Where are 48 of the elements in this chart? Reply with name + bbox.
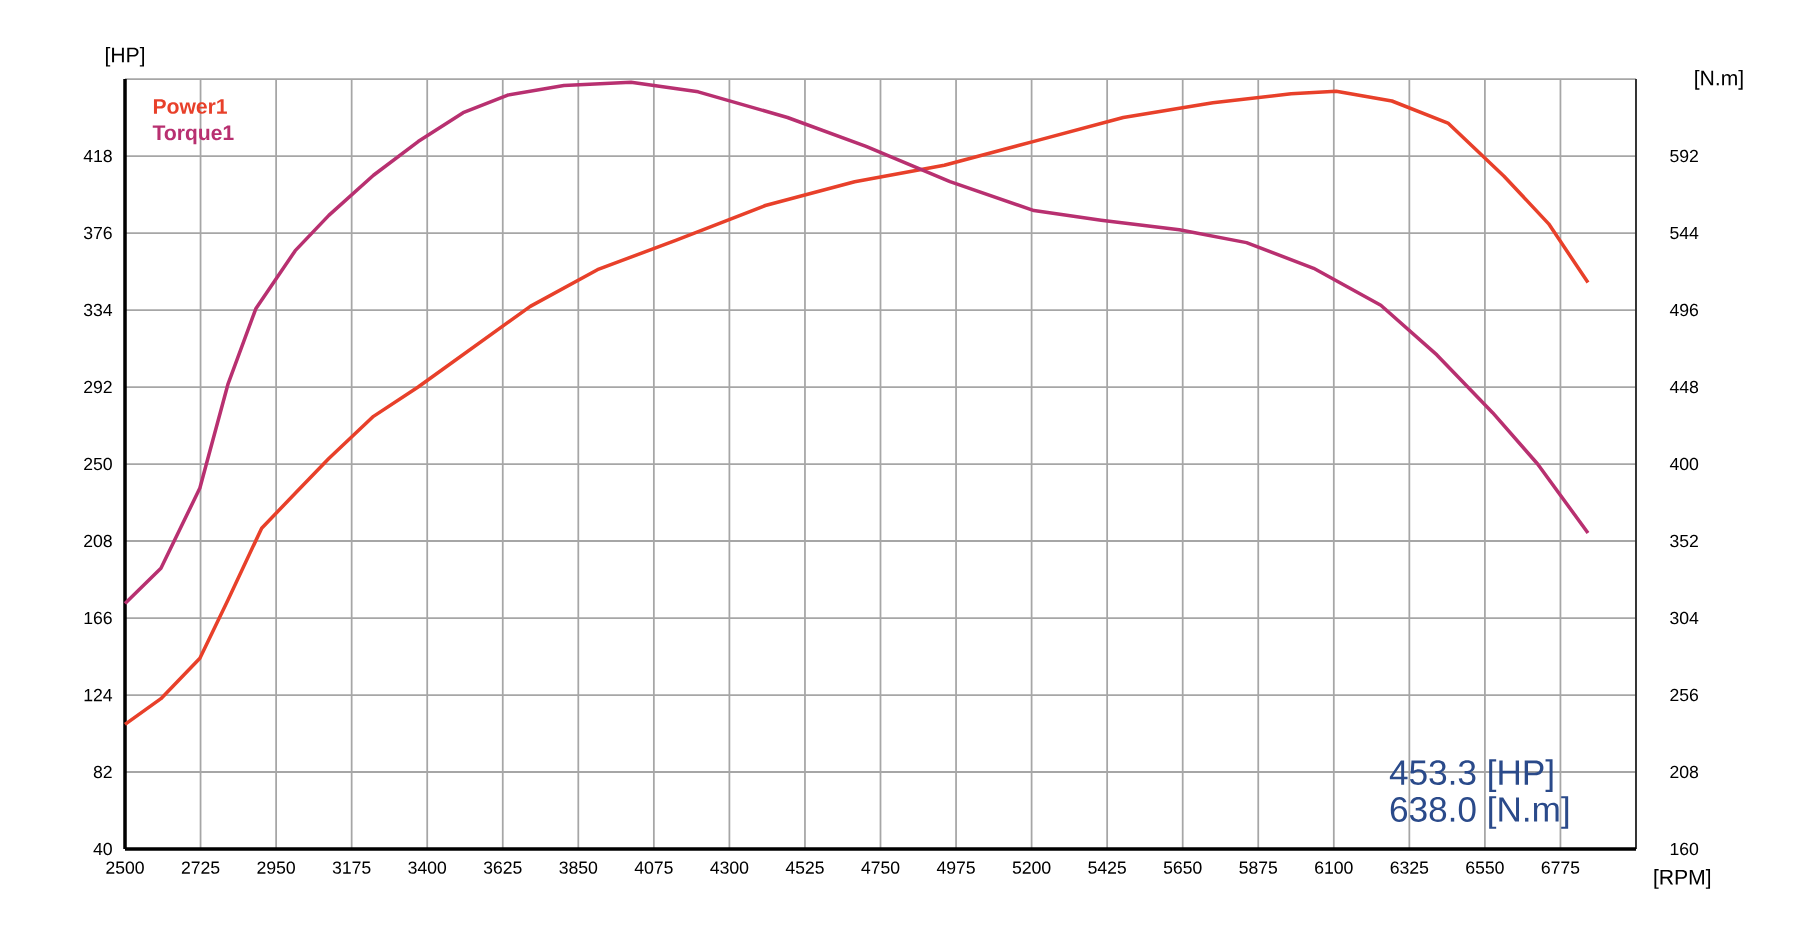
text: Power1 [153, 99, 227, 114]
y-tick-label: 250 [84, 457, 112, 471]
y-tick-label: 124 [84, 688, 113, 702]
x-tick-label: 4300 [710, 861, 749, 874]
x-tick-label: 5875 [1239, 861, 1278, 874]
x-tick-label: 6550 [1466, 861, 1504, 874]
x-tick-label: 5200 [1012, 861, 1051, 874]
y-tick-label: 40 [93, 842, 112, 856]
annotation: 638.0 [N.m] [1390, 796, 1569, 829]
y-tick-label: 208 [84, 534, 112, 548]
x-tick-label: 6100 [1315, 861, 1353, 874]
x-tick-label: 5425 [1088, 861, 1126, 874]
x-tick-label: 3400 [408, 861, 447, 874]
y2-tick-label: 448 [1669, 380, 1699, 394]
text: Torque1 [152, 125, 234, 145]
y-tick-label: 376 [83, 226, 112, 240]
y2-tick-label: 256 [1670, 688, 1699, 702]
x-tick-label: 4975 [936, 861, 975, 874]
y2-axis-title: [N.m] [1695, 69, 1743, 90]
y-tick-label: 166 [84, 611, 112, 625]
line-series [123, 80, 1590, 606]
y-axis-title: [HP] [105, 46, 145, 67]
x-tick-label: 6325 [1390, 861, 1429, 874]
x-tick-label: 5650 [1163, 861, 1202, 874]
y-tick-label: 82 [93, 765, 112, 779]
x-tick-label: 6775 [1541, 861, 1580, 874]
x-tick-label: 4750 [861, 861, 900, 874]
y2-tick-label: 304 [1670, 611, 1699, 625]
y-tick-label: 418 [83, 149, 112, 163]
y2-tick-label: 496 [1669, 303, 1699, 317]
y2-tick-label: 592 [1670, 149, 1698, 163]
x-tick-label: 2725 [181, 861, 220, 874]
y2-tick-label: 544 [1670, 226, 1699, 240]
y2-tick-label: 160 [1670, 842, 1699, 856]
x-tick-label: 4525 [785, 861, 824, 874]
x-axis-title: [RPM] [1654, 869, 1711, 889]
y-tick-label: 334 [83, 303, 113, 317]
x-tick-label: 2950 [257, 861, 295, 874]
y2-tick-label: 400 [1669, 457, 1699, 471]
y2-tick-label: 208 [1670, 765, 1699, 779]
y-tick-label: 292 [84, 380, 112, 394]
x-tick-label: 3625 [483, 861, 522, 874]
x-tick-label: 4075 [634, 861, 673, 874]
y2-tick-label: 352 [1670, 534, 1698, 548]
x-tick-label: 3850 [559, 861, 598, 874]
x-tick-label: 3175 [332, 861, 371, 874]
annotation: 453.3 [HP] [1389, 759, 1553, 792]
x-tick-label: 2500 [106, 861, 144, 874]
